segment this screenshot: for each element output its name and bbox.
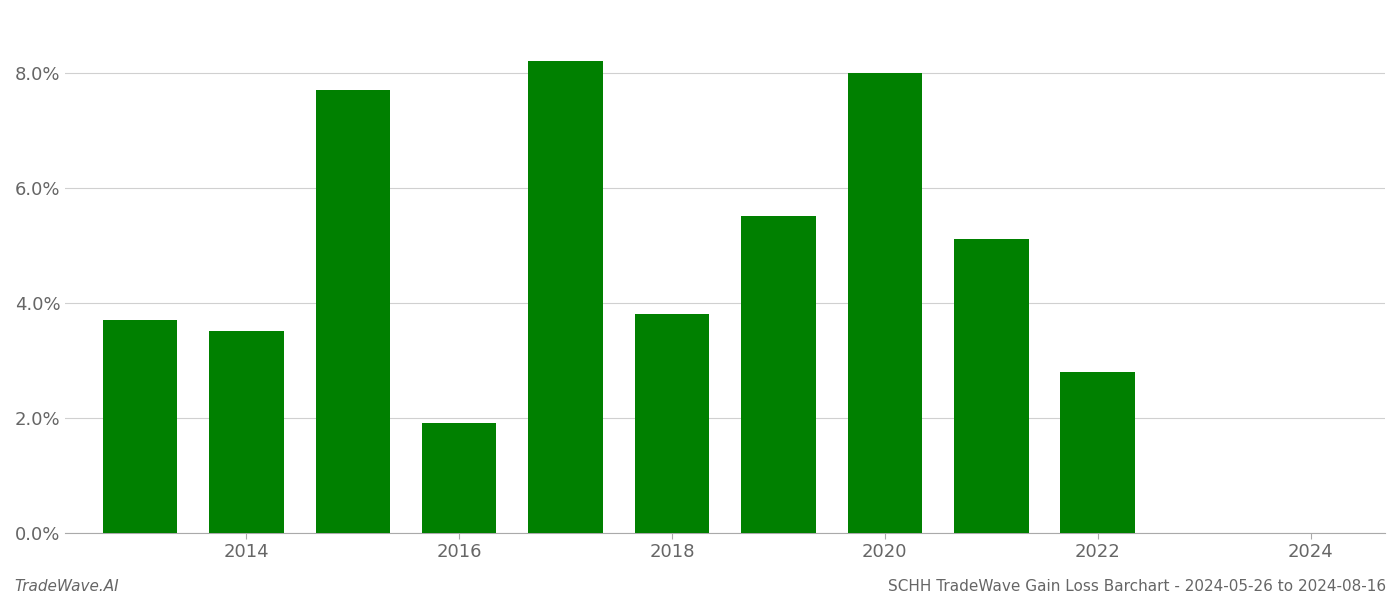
- Text: TradeWave.AI: TradeWave.AI: [14, 579, 119, 594]
- Text: SCHH TradeWave Gain Loss Barchart - 2024-05-26 to 2024-08-16: SCHH TradeWave Gain Loss Barchart - 2024…: [888, 579, 1386, 594]
- Bar: [421, 424, 497, 533]
- Bar: [102, 320, 178, 533]
- Bar: [634, 314, 710, 533]
- Bar: [1060, 371, 1135, 533]
- Bar: [953, 239, 1029, 533]
- Bar: [741, 216, 816, 533]
- Bar: [315, 90, 391, 533]
- Bar: [209, 331, 284, 533]
- Bar: [528, 61, 603, 533]
- Bar: [847, 73, 923, 533]
